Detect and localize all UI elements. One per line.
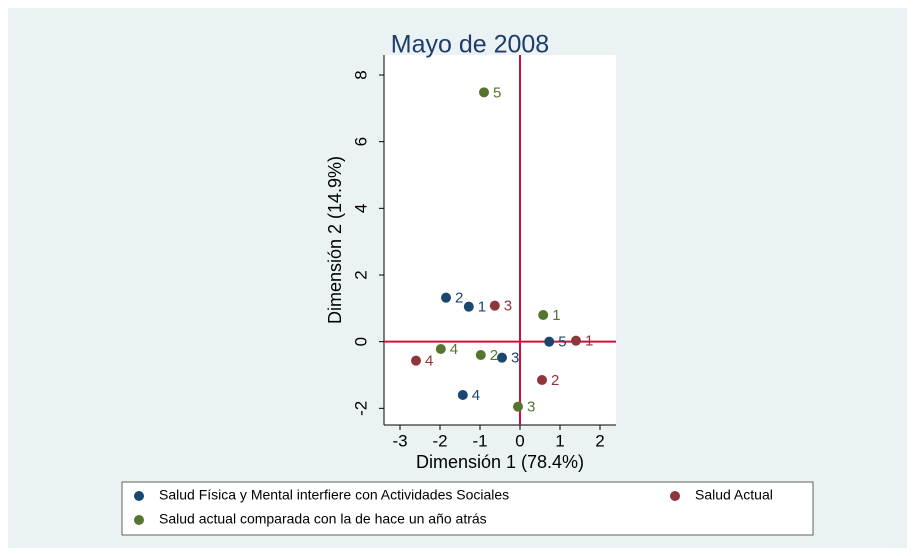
point-label: 3 <box>504 298 512 315</box>
y-tick-label: 8 <box>351 70 370 79</box>
legend-marker <box>134 515 144 525</box>
point-label: 2 <box>490 347 498 364</box>
point <box>441 292 451 303</box>
x-tick-label: -1 <box>472 431 487 450</box>
point <box>537 375 547 385</box>
x-tick-label: -3 <box>392 431 407 450</box>
point <box>479 87 489 98</box>
point <box>571 335 581 346</box>
point <box>463 301 474 312</box>
point-label: 4 <box>472 387 480 404</box>
point <box>457 390 468 400</box>
point-label: 3 <box>527 399 535 416</box>
legend-marker <box>670 491 680 501</box>
point-label: 5 <box>558 334 566 351</box>
y-tick-label: 4 <box>351 204 370 213</box>
point-label: 2 <box>455 290 463 307</box>
point <box>538 310 549 320</box>
x-tick-label: 2 <box>595 431 604 450</box>
legend-label: Salud Actual <box>695 487 773 503</box>
point <box>489 300 500 311</box>
point <box>513 401 523 412</box>
y-tick-label: 0 <box>351 337 370 346</box>
x-axis-title: Dimensión 1 (78.4%) <box>416 452 584 472</box>
point <box>435 344 446 354</box>
plot-region <box>384 55 616 425</box>
point-label: 1 <box>478 299 486 316</box>
x-tick-label: 0 <box>515 431 524 450</box>
y-tick-label: -2 <box>351 401 370 416</box>
point-label: 5 <box>493 84 501 101</box>
y-tick-label: 2 <box>351 270 370 279</box>
point-label: 3 <box>511 350 519 367</box>
point-label: 4 <box>450 341 458 358</box>
legend <box>121 481 814 536</box>
point-label: 4 <box>425 353 433 370</box>
point-label: 1 <box>585 333 593 350</box>
point <box>497 352 507 363</box>
point <box>411 355 421 366</box>
x-tick-label: -2 <box>432 431 447 450</box>
legend-label: Salud actual comparada con la de hace un… <box>159 511 487 527</box>
y-axis-title: Dimensión 2 (14.9%) <box>325 156 345 324</box>
point-label: 1 <box>552 307 560 324</box>
legend-label: Salud Física y Mental interfiere con Act… <box>159 487 509 503</box>
legend-marker <box>134 491 144 501</box>
point <box>475 350 486 360</box>
point <box>544 336 555 347</box>
point-label: 2 <box>551 372 559 389</box>
x-tick-label: 1 <box>555 431 564 450</box>
chart-title: Mayo de 2008 <box>391 31 549 59</box>
y-tick-label: 6 <box>351 137 370 146</box>
